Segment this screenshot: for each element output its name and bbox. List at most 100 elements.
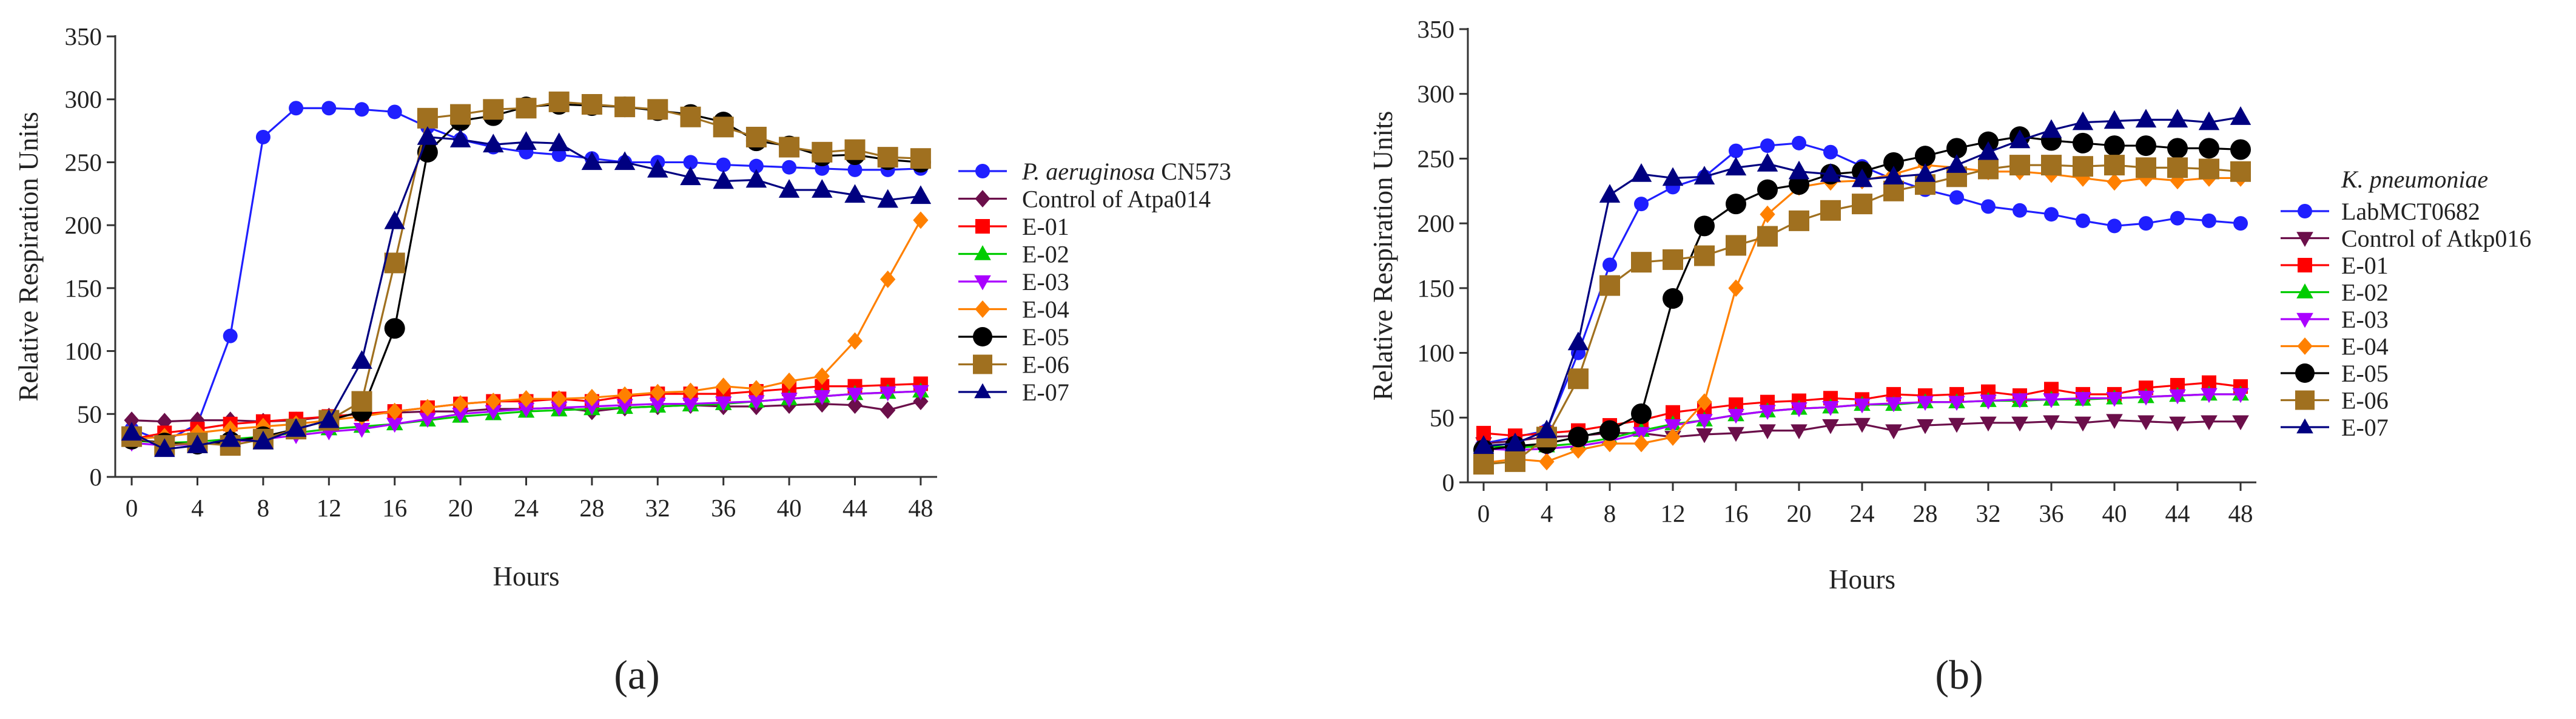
legend-marker bbox=[974, 383, 991, 399]
legend-label-rest: CN573 bbox=[1155, 158, 1231, 185]
legend-entry: E-06 bbox=[2281, 387, 2389, 414]
y-tick-label: 250 bbox=[1417, 144, 1455, 172]
legend-entry: LabMCT0682 bbox=[2281, 198, 2480, 225]
data-point bbox=[1634, 197, 1649, 212]
data-point bbox=[517, 402, 535, 418]
data-point bbox=[614, 151, 636, 170]
data-point bbox=[1789, 174, 1809, 195]
data-point bbox=[2073, 156, 2093, 177]
data-point bbox=[2201, 388, 2218, 403]
legend-label: LabMCT0682 bbox=[2341, 198, 2480, 225]
data-point bbox=[1946, 154, 1968, 173]
legend-entry: E-07 bbox=[958, 379, 1069, 406]
data-point bbox=[1727, 408, 1744, 424]
data-point bbox=[2136, 135, 2156, 157]
legend-label: E-01 bbox=[1022, 213, 1069, 240]
data-point bbox=[1917, 396, 1934, 411]
legend-marker bbox=[975, 190, 990, 208]
data-point bbox=[417, 126, 439, 145]
x-axis-title: Hours bbox=[493, 561, 560, 592]
data-point bbox=[387, 104, 402, 120]
data-point bbox=[417, 107, 438, 129]
data-point bbox=[682, 397, 699, 413]
data-point bbox=[2230, 139, 2251, 160]
data-point bbox=[617, 386, 633, 404]
x-tick-label: 0 bbox=[1478, 499, 1490, 527]
legend-entry: E-06 bbox=[958, 351, 1069, 379]
data-point bbox=[2011, 393, 2028, 408]
y-tick-label: 300 bbox=[65, 86, 103, 113]
data-point bbox=[713, 170, 734, 189]
data-point bbox=[2169, 389, 2186, 405]
data-point bbox=[1792, 135, 1806, 150]
data-point bbox=[2230, 161, 2251, 182]
data-point bbox=[550, 401, 568, 417]
data-point bbox=[2106, 392, 2123, 407]
data-point bbox=[748, 380, 764, 398]
data-point bbox=[614, 96, 636, 118]
data-point bbox=[1823, 144, 1838, 160]
data-point bbox=[581, 94, 602, 115]
data-point bbox=[2137, 390, 2154, 406]
data-point bbox=[1599, 184, 1621, 203]
data-point bbox=[2137, 415, 2154, 431]
y-tick-label: 350 bbox=[1417, 15, 1455, 43]
data-point bbox=[847, 162, 863, 177]
data-point bbox=[1664, 419, 1681, 434]
data-point bbox=[2232, 415, 2249, 431]
data-point bbox=[650, 383, 665, 402]
data-point bbox=[680, 106, 701, 127]
data-point bbox=[2167, 138, 2188, 159]
legend-marker bbox=[2298, 204, 2312, 218]
data-point bbox=[1694, 245, 1715, 266]
legend-marker bbox=[974, 245, 991, 260]
series-e-07 bbox=[121, 126, 932, 457]
data-point bbox=[2104, 110, 2125, 129]
series-e-07 bbox=[1473, 106, 2251, 454]
data-point bbox=[124, 411, 140, 430]
panel-label: (b) bbox=[1935, 652, 1983, 698]
x-tick-label: 44 bbox=[2165, 499, 2190, 527]
data-point bbox=[1729, 143, 1743, 158]
data-point bbox=[154, 438, 175, 457]
data-point bbox=[1599, 275, 1620, 296]
legend-marker bbox=[2298, 258, 2312, 272]
legend-label: E-02 bbox=[2341, 279, 2389, 306]
data-point bbox=[551, 390, 567, 408]
data-point bbox=[187, 434, 208, 453]
x-tick-label: 28 bbox=[579, 494, 604, 522]
data-point bbox=[1854, 398, 1871, 414]
data-point bbox=[1820, 200, 1841, 221]
data-point bbox=[2167, 157, 2188, 178]
x-tick-label: 40 bbox=[777, 494, 802, 522]
legend-label: E-04 bbox=[2341, 333, 2389, 360]
legend-marker bbox=[973, 354, 992, 374]
data-point bbox=[847, 332, 863, 350]
data-point bbox=[1727, 427, 1744, 442]
x-tick-label: 48 bbox=[908, 494, 933, 522]
data-point bbox=[1473, 454, 1494, 475]
x-tick-label: 8 bbox=[1604, 499, 1616, 527]
data-point bbox=[417, 141, 438, 163]
legend-label: E-06 bbox=[2341, 387, 2389, 414]
data-point bbox=[1883, 166, 1905, 185]
data-point bbox=[880, 270, 896, 288]
data-point bbox=[2106, 414, 2123, 429]
data-point bbox=[846, 387, 864, 403]
data-point bbox=[2074, 392, 2091, 407]
data-point bbox=[1883, 152, 1904, 173]
y-axis-title: Relative Respiration Units bbox=[13, 112, 44, 401]
y-tick-label: 50 bbox=[77, 400, 102, 428]
data-point bbox=[548, 91, 570, 112]
data-point bbox=[647, 158, 668, 178]
data-point bbox=[813, 390, 831, 405]
data-point bbox=[2202, 213, 2216, 228]
data-point bbox=[387, 402, 403, 420]
x-tick-label: 36 bbox=[2039, 499, 2064, 527]
data-point bbox=[1977, 141, 1999, 160]
data-point bbox=[1788, 160, 1810, 180]
legend-entry: Control of Atkp016 bbox=[2281, 225, 2531, 252]
y-tick-label: 200 bbox=[65, 211, 103, 239]
